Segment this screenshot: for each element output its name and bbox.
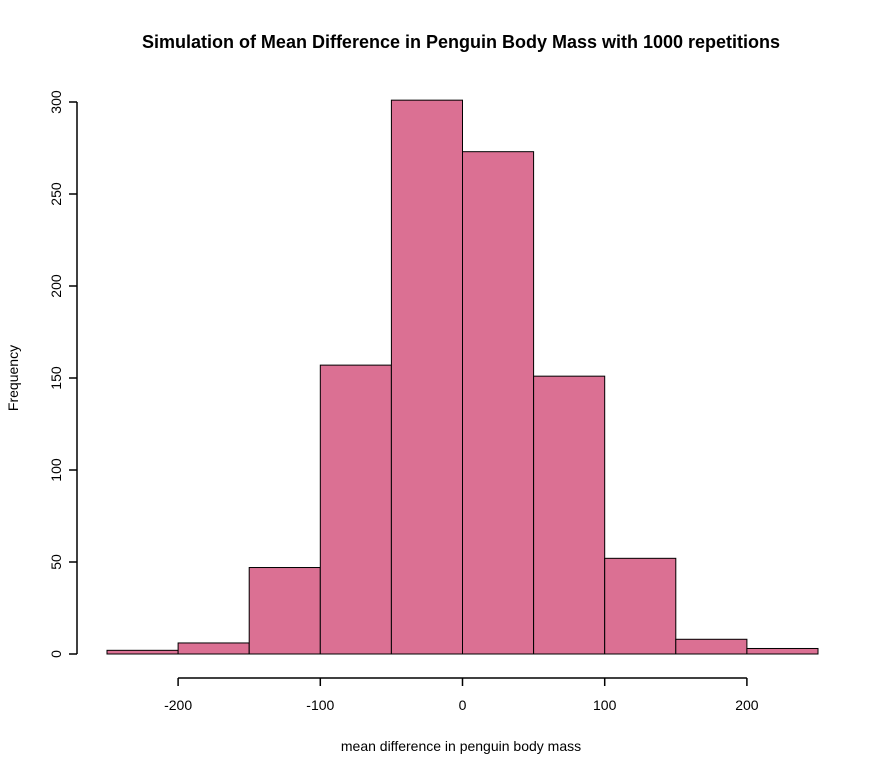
bars-group [106, 99, 819, 655]
x-tick-label-4: 200 [735, 697, 759, 713]
histogram-bar-2 [248, 567, 321, 655]
x-axis: -200 -100 0 100 200 [164, 677, 759, 713]
y-tick-label-6: 300 [48, 90, 64, 114]
y-tick-label-2: 100 [48, 458, 64, 482]
x-tick-label-3: 100 [593, 697, 617, 713]
histogram-bar-3 [319, 364, 392, 655]
histogram-bar-8 [675, 638, 748, 655]
x-tick-label-0: -200 [164, 697, 192, 713]
y-tick-label-3: 150 [48, 366, 64, 390]
y-axis: 0 50 100 150 200 250 300 [48, 90, 78, 658]
chart-title: Simulation of Mean Difference in Penguin… [142, 32, 780, 52]
histogram-bar-9 [746, 647, 819, 655]
y-axis-label: Frequency [5, 345, 21, 411]
histogram-bar-4 [390, 99, 463, 655]
y-tick-label-4: 200 [48, 274, 64, 298]
x-axis-label: mean difference in penguin body mass [341, 738, 581, 754]
histogram-bar-6 [533, 375, 606, 655]
y-tick-label-1: 50 [48, 554, 64, 570]
y-tick-label-0: 0 [48, 650, 64, 658]
histogram-bar-1 [177, 642, 250, 655]
histogram-bar-5 [462, 151, 535, 655]
x-tick-label-2: 0 [459, 697, 467, 713]
y-tick-label-5: 250 [48, 182, 64, 206]
histogram-bar-7 [604, 557, 677, 655]
histogram-bar-0 [106, 649, 179, 655]
x-tick-label-1: -100 [306, 697, 334, 713]
